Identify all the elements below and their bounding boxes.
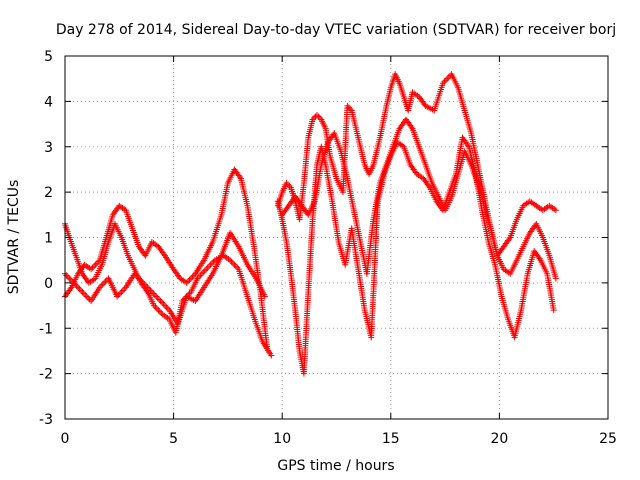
data-point (156, 308, 163, 315)
data-point (76, 285, 83, 292)
data-point (83, 293, 90, 300)
data-point (232, 263, 239, 270)
data-point (552, 207, 559, 214)
data-point (89, 264, 96, 271)
data-point (444, 75, 451, 82)
y-tick-label: -2 (39, 367, 53, 383)
data-point (198, 270, 205, 277)
axis-ticks: 0 5 10 15 20 25 -3 -2 -1 0 1 2 3 4 5 (39, 49, 617, 447)
y-tick-label: 5 (44, 49, 53, 65)
data-point (229, 260, 236, 267)
y-tick-label: 2 (44, 185, 53, 201)
data-point (153, 293, 160, 300)
data-point (119, 287, 126, 294)
data-point (313, 111, 320, 118)
data-point (268, 352, 275, 359)
data-point (155, 307, 162, 314)
data-point (203, 266, 210, 273)
data-point (63, 272, 70, 279)
data-point (231, 261, 238, 268)
series-trace-3 (62, 229, 268, 327)
data-point (445, 74, 452, 81)
data-point (163, 304, 170, 311)
data-point (77, 287, 84, 294)
data-point (185, 278, 192, 285)
data-point (66, 275, 73, 282)
data-points (62, 71, 559, 377)
y-axis-label: SDTVAR / TECUs (6, 180, 22, 295)
data-point (189, 273, 196, 280)
x-axis-label: GPS time / hours (277, 458, 394, 474)
data-point (64, 273, 71, 280)
data-point (153, 305, 160, 312)
data-point (99, 281, 106, 288)
y-tick-label: 4 (44, 94, 53, 110)
data-point (200, 269, 207, 276)
data-point (315, 113, 322, 120)
data-point (204, 264, 211, 271)
data-point (159, 299, 166, 306)
series-trace-5 (274, 134, 557, 377)
x-tick-label: 5 (169, 431, 178, 447)
data-point (154, 295, 161, 301)
data-point (206, 263, 213, 270)
data-point (157, 298, 164, 305)
data-point (197, 272, 204, 279)
data-point (158, 310, 165, 317)
data-point (93, 260, 100, 267)
series-trace-1 (62, 166, 270, 350)
data-point (552, 275, 559, 282)
data-point (442, 77, 449, 84)
data-point (161, 302, 168, 309)
x-tick-label: 0 (61, 431, 70, 447)
y-tick-label: -3 (39, 412, 53, 428)
data-point (261, 293, 268, 300)
data-point (92, 261, 99, 268)
data-point (117, 290, 124, 297)
series-trace-2 (62, 220, 275, 359)
x-tick-label: 15 (382, 431, 400, 447)
data-point (75, 284, 82, 291)
y-tick-label: 1 (44, 231, 53, 247)
data-point (82, 291, 89, 298)
data-point (101, 279, 108, 286)
chart-title: Day 278 of 2014, Sidereal Day-to-day VTE… (56, 22, 616, 38)
data-point (102, 278, 109, 285)
y-tick-label: 3 (44, 140, 53, 156)
y-tick-label: 0 (44, 276, 53, 292)
data-point (118, 288, 125, 295)
x-tick-label: 20 (490, 431, 508, 447)
data-point (208, 260, 215, 267)
series-trace-6 (279, 116, 559, 282)
data-point (80, 290, 87, 297)
data-point (156, 296, 163, 303)
x-tick-label: 10 (273, 431, 291, 447)
data-point (550, 307, 557, 314)
data-point (228, 258, 235, 265)
data-point (207, 261, 214, 268)
data-point (201, 267, 208, 274)
data-point (151, 291, 158, 298)
y-tick-label: -1 (39, 321, 53, 337)
data-point (160, 301, 167, 308)
x-tick-label: 25 (599, 431, 617, 447)
data-point (187, 275, 194, 282)
data-point (79, 288, 86, 295)
